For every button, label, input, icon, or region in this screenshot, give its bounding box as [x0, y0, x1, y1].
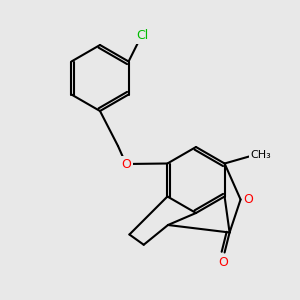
Text: Cl: Cl: [136, 29, 149, 42]
Text: O: O: [219, 256, 229, 269]
Text: O: O: [121, 158, 131, 170]
Text: O: O: [244, 193, 254, 206]
Text: CH₃: CH₃: [250, 151, 271, 160]
